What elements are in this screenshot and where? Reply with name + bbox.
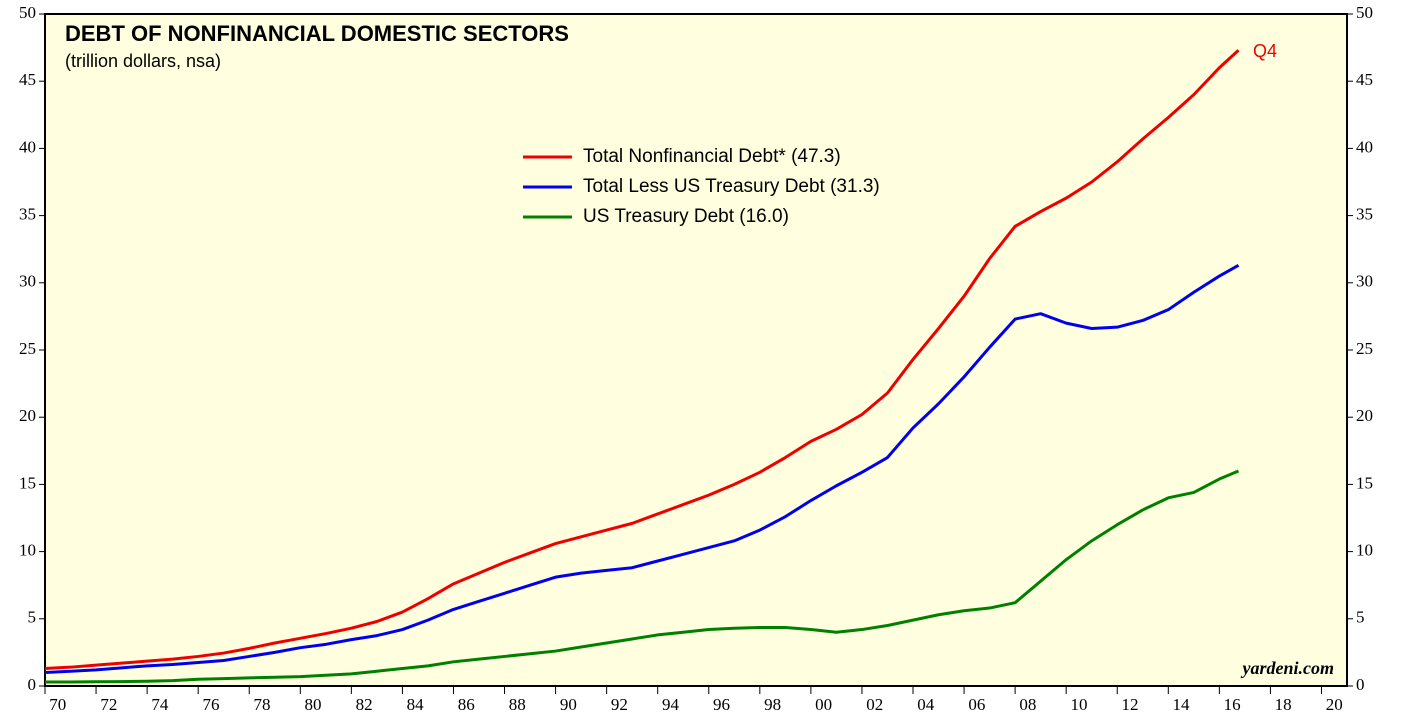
x-tick-label: 72	[100, 695, 117, 714]
y2-tick-label: 40	[1356, 137, 1373, 156]
y-tick-label: 40	[19, 137, 36, 156]
y-tick-label: 5	[28, 608, 37, 627]
y-tick-label: 50	[19, 3, 36, 22]
x-tick-label: 92	[611, 695, 628, 714]
y2-tick-label: 20	[1356, 406, 1373, 425]
y-tick-label: 45	[19, 70, 36, 89]
x-tick-label: 78	[254, 695, 271, 714]
x-tick-label: 90	[560, 695, 577, 714]
series-line	[44, 264, 1240, 675]
legend-label: US Treasury Debt (16.0)	[583, 206, 789, 227]
x-tick-label: 06	[968, 695, 985, 714]
y2-tick-label: 30	[1356, 272, 1373, 291]
legend-label: Total Less US Treasury Debt (31.3)	[583, 176, 880, 197]
y-tick-label: 0	[28, 675, 37, 694]
y-tick-label: 30	[19, 272, 36, 291]
y-tick-label: 35	[19, 205, 36, 224]
y2-tick-label: 10	[1356, 541, 1373, 560]
x-tick-label: 02	[866, 695, 883, 714]
x-tick-label: 08	[1019, 695, 1036, 714]
x-tick-label: 74	[151, 695, 169, 714]
credit: yardeni.com	[1241, 658, 1335, 678]
chart-subtitle: (trillion dollars, nsa)	[65, 51, 221, 71]
y-tick-label: 20	[19, 406, 36, 425]
x-tick-label: 96	[713, 695, 730, 714]
chart-title: DEBT OF NONFINANCIAL DOMESTIC SECTORS	[65, 21, 569, 46]
x-tick-label: 84	[407, 695, 425, 714]
y2-tick-label: 25	[1356, 339, 1373, 358]
plot-area	[44, 13, 1348, 687]
x-tick-label: 20	[1326, 695, 1343, 714]
y2-tick-label: 5	[1356, 608, 1365, 627]
y2-tick-label: 45	[1356, 70, 1373, 89]
y2-tick-label: 35	[1356, 205, 1373, 224]
y2-tick-label: 50	[1356, 3, 1373, 22]
series-line	[44, 49, 1240, 671]
y-tick-label: 15	[19, 473, 36, 492]
annotation: Q4	[1253, 41, 1277, 61]
x-tick-label: 10	[1070, 695, 1087, 714]
x-tick-label: 14	[1173, 695, 1191, 714]
y-tick-label: 25	[19, 339, 36, 358]
x-tick-label: 80	[305, 695, 322, 714]
legend-label: Total Nonfinancial Debt* (47.3)	[583, 146, 841, 167]
y2-tick-label: 0	[1356, 675, 1365, 694]
x-tick-label: 88	[509, 695, 526, 714]
x-tick-label: 94	[662, 695, 680, 714]
x-tick-label: 76	[202, 695, 219, 714]
x-tick-label: 86	[458, 695, 475, 714]
x-tick-label: 12	[1122, 695, 1139, 714]
y2-tick-label: 15	[1356, 473, 1373, 492]
y-tick-label: 10	[19, 541, 36, 560]
x-tick-label: 18	[1275, 695, 1292, 714]
x-tick-label: 98	[764, 695, 781, 714]
x-tick-label: 00	[815, 695, 832, 714]
x-tick-label: 04	[917, 695, 935, 714]
x-tick-label: 16	[1224, 695, 1241, 714]
series-line	[45, 469, 1240, 684]
x-tick-label: 70	[49, 695, 66, 714]
x-tick-label: 82	[356, 695, 373, 714]
